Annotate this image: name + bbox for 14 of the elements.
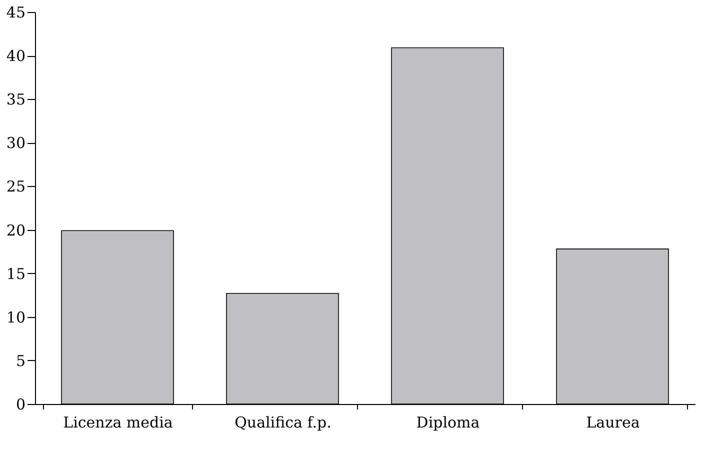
y-tick-label: 45: [6, 4, 26, 22]
x-tick-label: Diploma: [416, 414, 480, 432]
y-tick-label: 40: [6, 47, 26, 66]
x-tick-label: Licenza media: [63, 414, 173, 432]
y-tick-label: 0: [16, 396, 26, 414]
y-tick-label: 35: [6, 90, 26, 109]
y-tick-label: 30: [6, 134, 26, 152]
y-tick-label: 10: [6, 308, 26, 326]
y-tick-label: 20: [6, 221, 26, 240]
x-tick-label: Laurea: [586, 414, 640, 432]
y-tick-label: 5: [16, 352, 26, 370]
x-tick-label: Qualifica f.p.: [234, 414, 332, 432]
y-tick-label: 15: [6, 264, 26, 283]
y-tick-label: 25: [6, 178, 26, 196]
